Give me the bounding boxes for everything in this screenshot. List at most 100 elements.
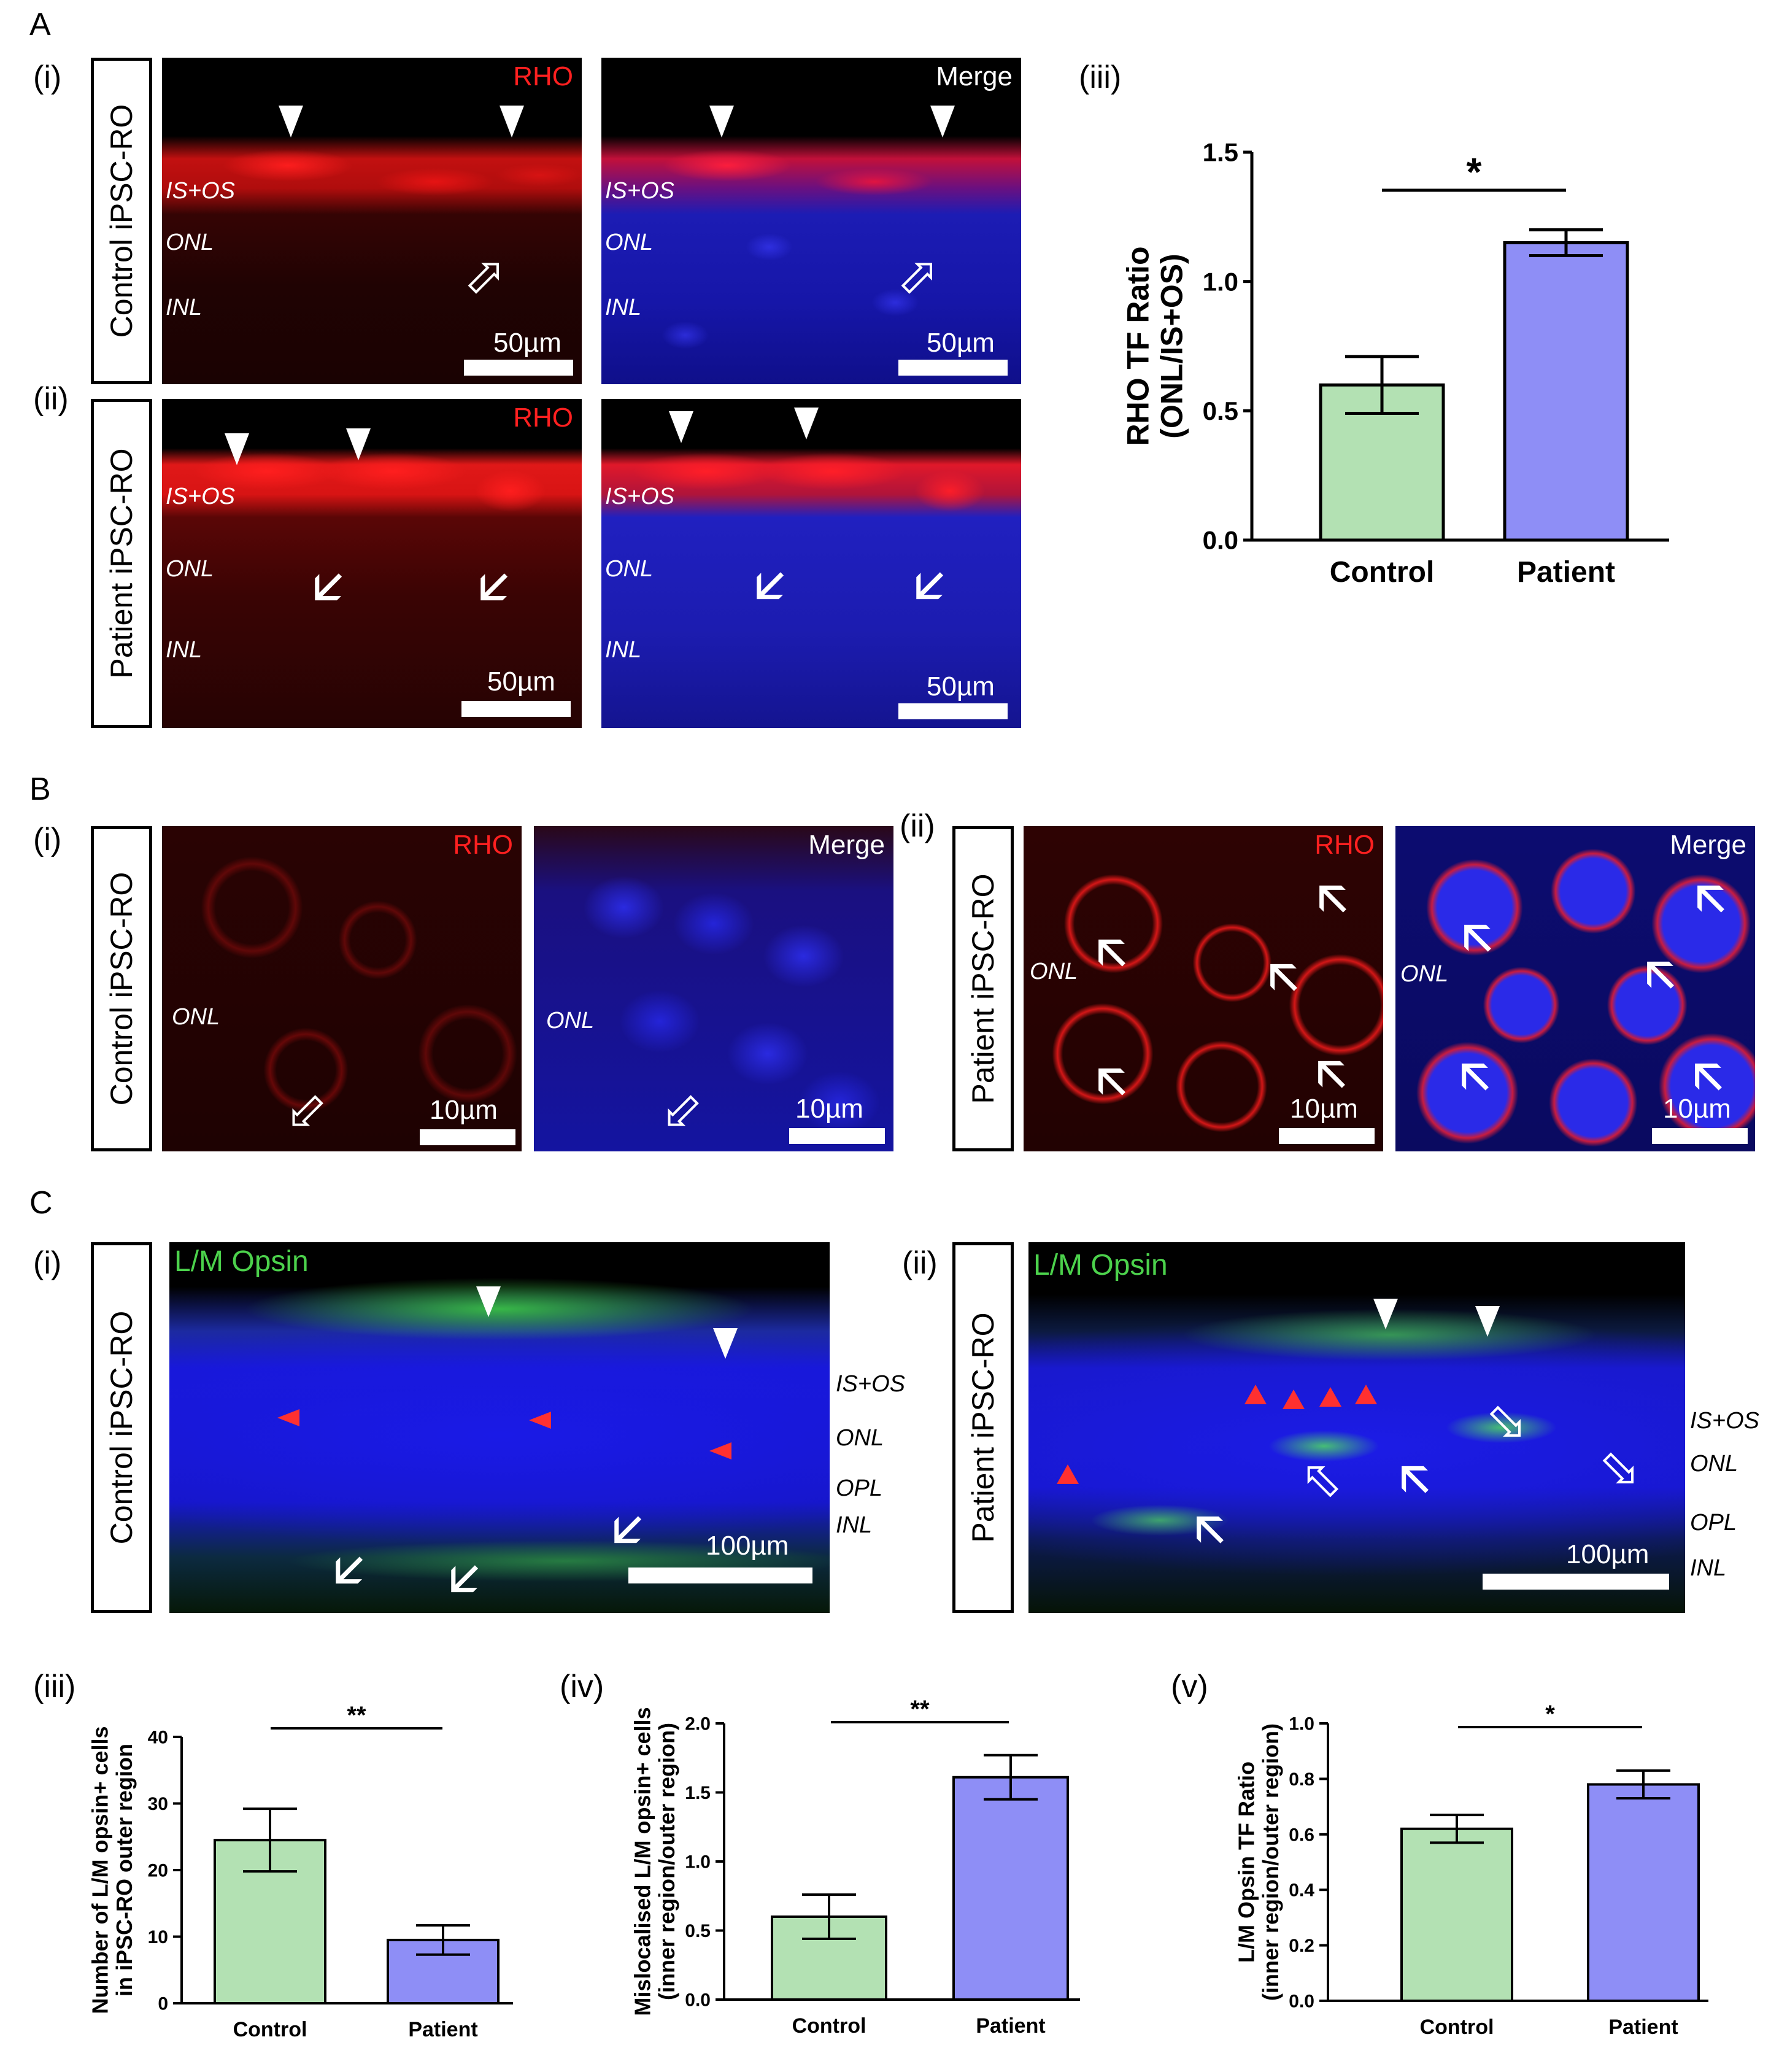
layer-label-inl: INL [605, 637, 642, 663]
micrograph-b-patient-merge: Merge ONL 🡨 🡨 🡨 🡨 🡨 10µm [1395, 826, 1755, 1151]
panel-letter-b: B [29, 771, 51, 807]
layer-label-onl: ONL [605, 556, 654, 582]
y-tick-label: 40 [148, 1728, 168, 1748]
subpanel-label-a-ii: (ii) [33, 381, 69, 417]
red-arrowhead-icon [1355, 1385, 1377, 1404]
channel-label-merge: Merge [1670, 830, 1746, 860]
arrowhead-icon [1475, 1306, 1500, 1337]
significance-marker: ** [347, 1702, 366, 1729]
row-label-text: Patient iPSC-RO [966, 873, 1000, 1104]
row-label-b-control: Control iPSC-RO [91, 826, 152, 1151]
y-axis-label-line2: (inner region/outer region) [654, 1723, 679, 2000]
row-label-text: Patient iPSC-RO [966, 1312, 1000, 1543]
scale-bar [420, 1129, 515, 1145]
micrograph-b-control-rho: RHO ONL ⇦ 10µm [162, 826, 522, 1151]
layer-label-inl: INL [1690, 1555, 1727, 1581]
scale-bar-label: 50µm [493, 328, 561, 358]
micrograph-a-control-rho: ⇧ RHO IS+OS ONL INL 50µm [162, 58, 582, 384]
channel-label-lm-opsin: L/M Opsin [1033, 1249, 1168, 1281]
arrow-icon: 🡨 [592, 1495, 661, 1564]
micrograph-b-patient-rho: RHO ONL 🡨 🡨 🡨 🡨 🡨 10µm [1024, 826, 1383, 1151]
panel-letter-c: C [29, 1185, 53, 1221]
layer-label-isos: IS+OS [836, 1371, 905, 1397]
arrow-icon: 🡨 [314, 1536, 382, 1605]
channel-label-rho: RHO [513, 403, 573, 433]
arrowhead-icon [713, 1328, 738, 1359]
scale-bar [464, 360, 573, 376]
scale-bar [1279, 1128, 1375, 1144]
hollow-arrow-icon: ⇦ [271, 1077, 341, 1146]
micrograph-a-patient-merge: 🡨 🡨 IS+OS ONL INL 50µm [601, 399, 1021, 728]
row-label-text: Control iPSC-RO [104, 104, 139, 338]
row-label-text: Control iPSC-RO [104, 872, 139, 1106]
x-category-label: Patient [1608, 2016, 1678, 2039]
red-arrowhead-icon [1057, 1464, 1079, 1484]
arrowhead-icon [794, 408, 819, 439]
bar-chart-lm-opsin-tf-ratio: 0.0 0.2 0.4 0.6 0.8 1.0 Control Patient * L/M Ops… [1233, 1701, 1708, 2039]
layer-label-inl: INL [166, 295, 203, 320]
row-label-b-patient: Patient iPSC-RO [952, 826, 1014, 1151]
arrow-icon: 🡨 [1249, 941, 1318, 1011]
arrow-icon: 🡨 [293, 552, 361, 622]
y-tick-label: 2.0 [685, 1714, 711, 1734]
arrow-icon: 🡨 [1175, 1494, 1244, 1563]
x-category-label: Control [1330, 556, 1435, 589]
layer-label-onl: ONL [166, 556, 214, 582]
row-label-c-control: Control iPSC-RO [91, 1242, 152, 1613]
layer-label-isos: IS+OS [166, 484, 235, 509]
scale-bar-label: 10µm [1290, 1094, 1358, 1124]
arrowhead-icon [709, 106, 734, 137]
row-label-text: Control iPSC-RO [104, 1310, 139, 1545]
y-tick-label: 0.0 [685, 1990, 711, 2011]
hollow-arrow-icon: ⇦ [1287, 1445, 1357, 1515]
micrograph-c-control-opsin: L/M Opsin 🡨 🡨 🡨 100µm [169, 1242, 830, 1613]
y-axis-label-line1: L/M Opsin TF Ratio [1233, 1761, 1259, 1963]
subpanel-label-c-i: (i) [33, 1245, 62, 1281]
scale-bar-label: 10µm [1663, 1094, 1731, 1124]
layer-label-onl: ONL [166, 230, 214, 255]
y-tick-label: 1.5 [685, 1783, 711, 1803]
layer-label-isos: IS+OS [605, 178, 674, 204]
hollow-arrow-icon: ⇧ [882, 243, 952, 313]
layer-label-onl: ONL [1400, 961, 1449, 987]
red-arrowhead-icon [1244, 1385, 1267, 1404]
panel-letter-a: A [29, 7, 51, 42]
layer-label-inl: INL [836, 1512, 873, 1538]
y-tick-label: 0 [158, 1994, 168, 2014]
row-label-a-control: Control iPSC-RO [91, 58, 152, 384]
scale-bar [461, 701, 571, 717]
scale-bar [1652, 1128, 1748, 1144]
layer-label-opl: OPL [1690, 1510, 1737, 1536]
y-tick-label: 0.6 [1289, 1825, 1314, 1845]
layer-label-onl: ONL [172, 1004, 220, 1030]
arrowhead-icon [1373, 1299, 1398, 1329]
bar-control [1400, 1827, 1513, 2002]
arrowhead-icon [930, 106, 955, 137]
row-label-text: Patient iPSC-RO [104, 448, 139, 679]
arrowhead-icon [476, 1286, 501, 1317]
scale-bar-label: 50µm [927, 671, 995, 702]
scale-bar [898, 703, 1008, 719]
y-axis-label-line2: (inner region/outer region) [1258, 1723, 1283, 2001]
y-tick-label: 30 [148, 1794, 168, 1814]
micrograph-a-control-merge: ⇧ Merge IS+OS ONL INL 50µm [601, 58, 1021, 384]
layer-label-inl: INL [166, 637, 203, 663]
y-tick-label: 0.4 [1289, 1881, 1314, 1901]
arrow-icon: 🡨 [894, 551, 963, 620]
arrow-icon: 🡨 [1443, 902, 1512, 972]
y-axis-label-line2: in iPSC-RO outer region [112, 1744, 137, 1997]
scale-bar-label: 100µm [1566, 1539, 1649, 1569]
channel-label-lm-opsin: L/M Opsin [174, 1245, 309, 1278]
y-axis-label-line2: (ONL/IS+OS) [1155, 253, 1189, 438]
scale-bar [789, 1128, 885, 1144]
subpanel-label-a-i: (i) [33, 60, 62, 95]
layer-label-onl: ONL [836, 1425, 884, 1451]
layer-label-opl: OPL [836, 1475, 883, 1501]
micrograph-b-control-merge: Merge ONL ⇦ 10µm [534, 826, 893, 1151]
arrowhead-icon [346, 428, 371, 460]
layer-label-onl: ONL [605, 230, 654, 255]
y-tick-label: 1.0 [685, 1852, 711, 1873]
chart-group: 0.0 0.5 1.0 1.5 Control Patient * RHO TF Ratio(… [1121, 138, 1669, 589]
x-category-label: Control [792, 2014, 866, 2038]
channel-label-merge: Merge [936, 61, 1013, 91]
